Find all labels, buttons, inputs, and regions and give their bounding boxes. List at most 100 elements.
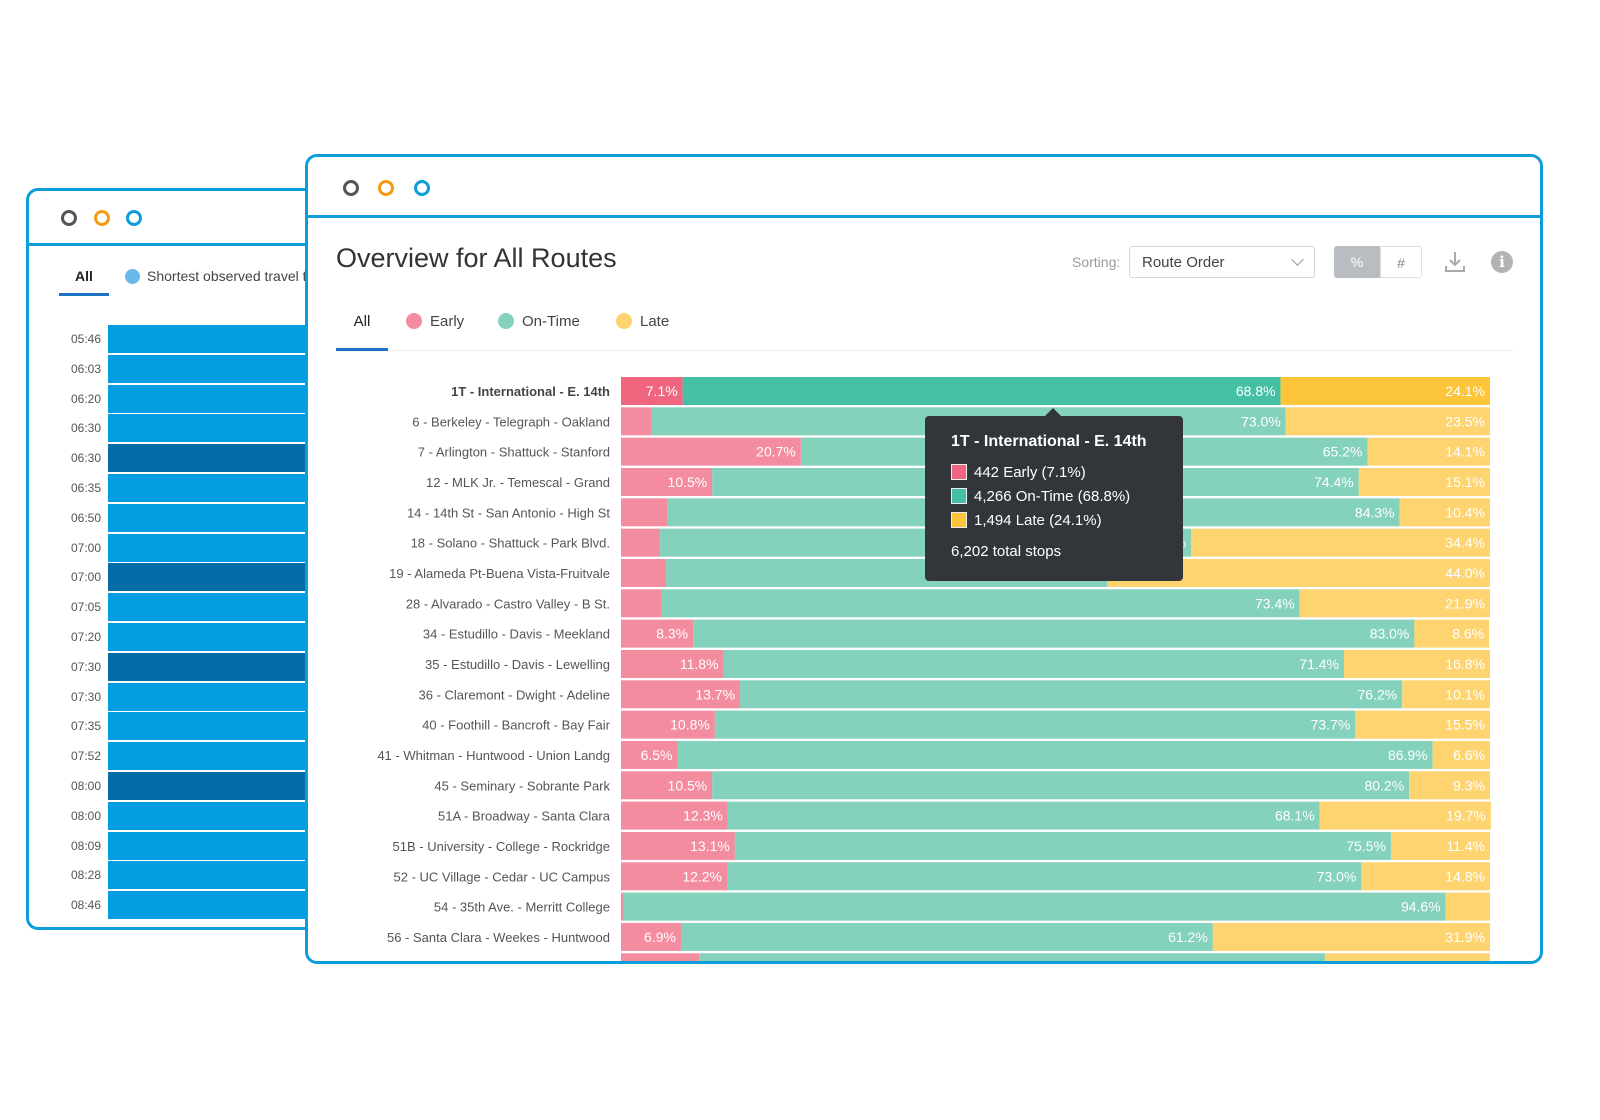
tab-late[interactable]: Late: [616, 302, 669, 348]
route-label: 6 - Berkeley - Telegraph - Oakland: [412, 414, 610, 429]
tab-all[interactable]: All: [336, 302, 388, 351]
late-bar-segment[interactable]: [1432, 740, 1490, 769]
ontime-bar-segment[interactable]: [714, 710, 1356, 739]
ontime-bar-segment[interactable]: [693, 619, 1415, 648]
late-bar-segment[interactable]: [1399, 498, 1490, 527]
count-toggle-button[interactable]: #: [1380, 246, 1422, 278]
time-row[interactable]: 06:30: [49, 414, 348, 443]
ontime-bar-segment[interactable]: [623, 892, 1446, 921]
ontime-swatch-icon: [951, 488, 967, 504]
ontime-bar-segment[interactable]: [680, 922, 1213, 951]
ontime-bar-segment[interactable]: [734, 831, 1391, 860]
early-bar-segment[interactable]: [621, 528, 661, 557]
ontime-bar-segment[interactable]: [661, 589, 1300, 618]
window-dot-blue[interactable]: [126, 210, 142, 226]
time-row[interactable]: 07:52: [49, 742, 348, 771]
early-bar-segment[interactable]: [621, 619, 694, 648]
time-row[interactable]: 08:28: [49, 861, 348, 890]
early-bar-segment[interactable]: [621, 740, 678, 769]
time-row[interactable]: 06:50: [49, 503, 348, 532]
late-bar-segment[interactable]: [1324, 953, 1490, 964]
early-bar-segment[interactable]: [621, 467, 713, 496]
time-row[interactable]: 07:35: [49, 712, 348, 741]
early-value-label: 7.1%: [646, 383, 678, 399]
late-bar-segment[interactable]: [1285, 407, 1490, 436]
info-icon[interactable]: i: [1491, 251, 1513, 273]
late-bar-segment[interactable]: [1299, 589, 1490, 618]
late-bar-segment[interactable]: [1402, 680, 1490, 709]
back-legend-label[interactable]: Shortest observed travel t: [147, 268, 307, 284]
time-row[interactable]: 07:00: [49, 533, 348, 562]
chart-tooltip: 1T - International - E. 14th 442 Early (…: [925, 408, 1183, 581]
time-row[interactable]: 08:00: [49, 772, 348, 800]
time-row[interactable]: 08:46: [49, 891, 348, 920]
late-bar-segment[interactable]: [1355, 710, 1490, 739]
late-bar-segment[interactable]: [1319, 801, 1491, 830]
early-bar-segment[interactable]: [621, 377, 683, 405]
late-bar-segment[interactable]: [1367, 437, 1490, 466]
early-bar-segment[interactable]: [621, 649, 724, 678]
late-bar-segment[interactable]: [1212, 922, 1490, 951]
early-bar-segment[interactable]: [621, 801, 728, 830]
early-bar-segment[interactable]: [621, 589, 662, 618]
ontime-bar-segment[interactable]: [740, 680, 1403, 709]
back-tab-all[interactable]: All: [59, 259, 109, 296]
late-bar-segment[interactable]: [1344, 649, 1490, 678]
ontime-bar-segment[interactable]: [727, 862, 1362, 891]
late-bar-segment[interactable]: [1358, 467, 1490, 496]
early-bar-segment[interactable]: [621, 498, 668, 527]
late-bar-segment[interactable]: [1280, 377, 1490, 405]
ontime-bar-segment[interactable]: [723, 649, 1345, 678]
window-dot-gray[interactable]: [61, 210, 77, 226]
early-bar-segment[interactable]: [621, 892, 624, 921]
time-row[interactable]: 06:03: [49, 354, 348, 383]
early-bar-segment[interactable]: [621, 710, 715, 739]
early-bar-segment[interactable]: [621, 862, 728, 891]
time-row[interactable]: 06:20: [49, 384, 348, 413]
tab-ontime[interactable]: On-Time: [498, 302, 580, 348]
ontime-bar-segment[interactable]: [677, 740, 1433, 769]
ontime-bar-segment[interactable]: [699, 953, 1325, 964]
early-bar-segment[interactable]: [621, 953, 700, 964]
time-row[interactable]: 05:46: [49, 325, 348, 353]
window-dot-blue[interactable]: [414, 180, 430, 196]
time-row[interactable]: 07:30: [49, 682, 348, 711]
early-value-label: 12.3%: [683, 808, 723, 824]
percent-toggle-button[interactable]: %: [1334, 246, 1380, 278]
time-row[interactable]: 07:00: [49, 563, 348, 592]
early-bar-segment[interactable]: [621, 831, 735, 860]
ontime-bar-segment[interactable]: [727, 801, 1320, 830]
window-dot-orange[interactable]: [378, 180, 394, 196]
early-bar-segment[interactable]: [621, 407, 652, 436]
ontime-bar-segment[interactable]: [712, 771, 1410, 800]
ontime-bar-segment[interactable]: [682, 377, 1281, 405]
late-bar-segment[interactable]: [1191, 528, 1490, 557]
download-icon[interactable]: [1442, 249, 1468, 275]
tooltip-arrow: [1045, 408, 1061, 416]
time-row[interactable]: 06:35: [49, 474, 348, 502]
window-dot-gray[interactable]: [343, 180, 359, 196]
time-row[interactable]: 08:00: [49, 801, 348, 830]
late-bar-segment[interactable]: [1390, 831, 1490, 860]
late-bar-segment[interactable]: [1414, 619, 1490, 648]
early-value-label: 11.8%: [680, 656, 719, 672]
ontime-value-label: 94.6%: [1401, 899, 1441, 915]
early-bar-segment[interactable]: [621, 437, 801, 466]
time-row[interactable]: 07:30: [49, 652, 348, 681]
late-bar-segment[interactable]: [1361, 862, 1490, 891]
window-dot-orange[interactable]: [94, 210, 110, 226]
early-value-label: 10.5%: [668, 474, 708, 490]
sorting-select[interactable]: Route Order: [1129, 246, 1315, 278]
late-bar-segment[interactable]: [1409, 771, 1490, 800]
time-row[interactable]: 07:20: [49, 623, 348, 651]
time-row[interactable]: 07:05: [49, 593, 348, 622]
early-bar-segment[interactable]: [621, 771, 713, 800]
early-bar-segment[interactable]: [621, 680, 741, 709]
time-row[interactable]: 06:30: [49, 444, 348, 473]
early-bar-segment[interactable]: [621, 558, 667, 587]
early-bar-segment[interactable]: [621, 922, 681, 951]
route-label: 14 - 14th St - San Antonio - High St: [407, 505, 610, 520]
time-row[interactable]: 08:09: [49, 831, 348, 860]
tab-early[interactable]: Early: [406, 302, 464, 348]
late-bar-segment[interactable]: [1445, 892, 1490, 921]
